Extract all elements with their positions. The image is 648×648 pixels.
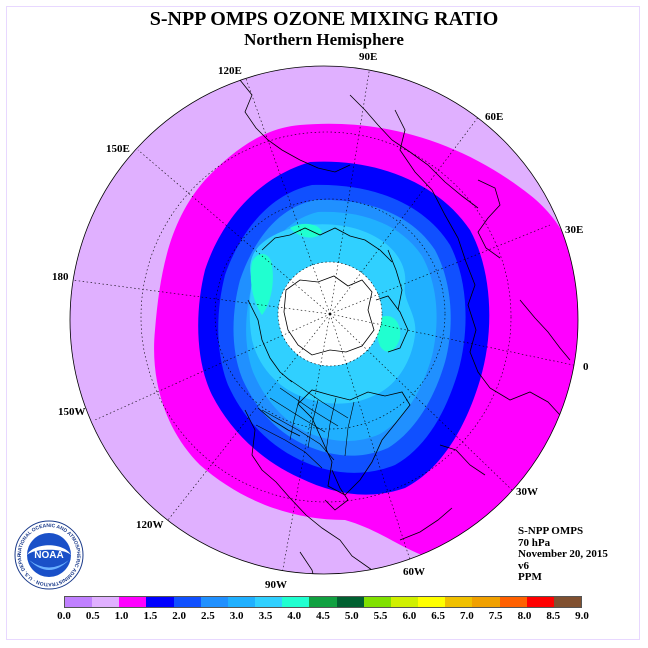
map-subtitle: Northern Hemisphere bbox=[244, 30, 404, 49]
lon-label-30e: 30E bbox=[565, 224, 583, 236]
colorbar-segment bbox=[336, 597, 364, 607]
colorbar-tick-label: 6.0 bbox=[402, 610, 417, 622]
colorbar-segment bbox=[227, 597, 256, 607]
colorbar-segment bbox=[282, 597, 310, 607]
colorbar-tick-label: 5.5 bbox=[373, 610, 388, 622]
lon-label-120e: 120E bbox=[218, 65, 242, 77]
lon-label-90w: 90W bbox=[265, 579, 287, 591]
colorbar-tick-label: 4.0 bbox=[287, 610, 302, 622]
colorbar-segment bbox=[255, 597, 283, 607]
contour-band-4-5-east bbox=[377, 316, 401, 352]
logo-text: NOAA bbox=[34, 550, 63, 561]
lon-label-180: 180 bbox=[52, 271, 69, 283]
coastlines bbox=[239, 79, 571, 574]
lon-label-30w: 30W bbox=[516, 486, 538, 498]
info-instrument: S-NPP OMPS bbox=[518, 525, 584, 537]
info-version: v6 bbox=[518, 559, 529, 572]
colorbar-tick-label: 3.5 bbox=[258, 610, 273, 622]
ozone-field bbox=[70, 66, 578, 574]
lon-label-60w: 60W bbox=[403, 566, 425, 578]
colorbar-segment bbox=[445, 597, 473, 607]
colorbar-tick-label: 2.5 bbox=[201, 610, 215, 622]
info-date: November 20, 2015 bbox=[518, 548, 608, 560]
colorbar-tick-label: 5.0 bbox=[344, 610, 359, 622]
lon-label-60e: 60E bbox=[485, 111, 503, 123]
colorbar-tick-label: 1.5 bbox=[143, 610, 158, 622]
colorbar bbox=[64, 596, 582, 608]
colorbar-segment bbox=[146, 597, 174, 607]
colorbar-tick-label: 1.0 bbox=[114, 610, 129, 622]
noaa-logo: NATIONAL OCEANIC AND ATMOSPHERIC ADMINIS… bbox=[14, 520, 84, 590]
graticule bbox=[71, 66, 578, 574]
figure-frame bbox=[6, 6, 640, 640]
political-borders bbox=[255, 379, 355, 469]
colorbar-tick-label: 3.0 bbox=[229, 610, 244, 622]
colorbar-tick-label: 0.5 bbox=[85, 610, 100, 622]
longitude-labels: 0 30E 60E 90E 120E 150E 180 150W 120W 90… bbox=[52, 51, 589, 591]
colorbar-tick-label: 2.0 bbox=[172, 610, 186, 622]
colorbar-segment bbox=[472, 597, 500, 607]
map-title: S-NPP OMPS OZONE MIXING RATIO bbox=[149, 8, 499, 30]
colorbar-segment bbox=[499, 597, 527, 607]
map-boundary bbox=[69, 65, 579, 575]
colorbar-tick-label: 0.0 bbox=[57, 610, 71, 622]
colorbar-tick-label: 4.5 bbox=[316, 610, 330, 622]
colorbar-tick-label: 7.0 bbox=[460, 610, 474, 622]
info-block: S-NPP OMPS 70 hPa November 20, 2015 v6 P… bbox=[518, 525, 608, 584]
colorbar-segment bbox=[200, 597, 228, 607]
colorbar-segment bbox=[390, 597, 419, 607]
info-units: PPM bbox=[518, 571, 542, 583]
lon-label-150e: 150E bbox=[106, 143, 130, 155]
info-pressure: 70 hPa bbox=[518, 536, 551, 549]
lon-label-120w: 120W bbox=[136, 519, 164, 531]
colorbar-segment bbox=[65, 597, 93, 607]
colorbar-segment bbox=[173, 597, 201, 607]
colorbar-segment bbox=[309, 597, 337, 607]
colorbar-segment bbox=[418, 597, 446, 607]
colorbar-tick-label: 8.0 bbox=[517, 610, 532, 622]
colorbar-tick-label: 7.5 bbox=[488, 610, 503, 622]
colorbar-segment bbox=[553, 597, 581, 607]
colorbar-segment bbox=[92, 597, 120, 607]
colorbar-segment bbox=[526, 597, 554, 607]
colorbar-segment bbox=[363, 597, 391, 607]
lon-label-150w: 150W bbox=[58, 406, 86, 418]
contour-band-4-5-north bbox=[290, 223, 322, 238]
colorbar-tick-label: 8.5 bbox=[546, 610, 561, 622]
colorbar-tick-label: 6.5 bbox=[431, 610, 445, 622]
colorbar-segment bbox=[119, 597, 147, 607]
colorbar-ticks: 0.0 0.5 1.0 1.5 2.0 2.5 3.0 3.5 4.0 4.5 5.0 5.5 6.0 6… bbox=[57, 610, 589, 624]
lon-label-0: 0 bbox=[583, 361, 589, 373]
contour-band-4-5-west bbox=[250, 254, 273, 315]
lon-label-90e: 90E bbox=[359, 51, 377, 63]
colorbar-tick-label: 9.0 bbox=[575, 610, 589, 622]
